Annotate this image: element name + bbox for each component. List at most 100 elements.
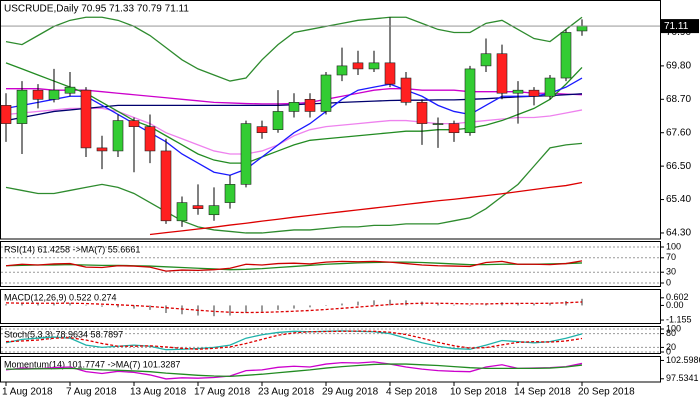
histogram-bar [213,305,215,317]
y-tick-label: 0 [666,346,671,356]
histogram-bar [309,305,311,308]
histogram-bar [181,305,183,315]
candle-body [240,123,252,185]
histogram-bar [389,299,391,306]
indicator-line [5,107,583,155]
candle-body [96,147,108,152]
histogram-bar [373,300,375,306]
candle-body [0,105,12,124]
histogram-bar [453,304,455,306]
indicator-line [149,181,583,236]
rsi-panel-frame [0,241,661,287]
panel-frames [0,0,661,383]
histogram-bar [21,303,23,306]
histogram-bar [261,305,263,312]
indicator-line [5,301,583,314]
candle-body [48,89,60,100]
candle-body [560,32,572,79]
indicator-line [5,16,583,82]
panel-title: MACD(12,26,9) 0.522 0.274 [4,292,117,302]
indicator-line [5,361,583,380]
y-tick-label: 64.30 [666,228,691,239]
candle-body [112,120,124,152]
indicator-line [5,62,583,164]
candle-body [352,62,364,70]
y-tick-label: 68.70 [666,94,691,105]
y-tick-label: 69.80 [666,61,691,72]
histogram-bar [533,303,535,306]
histogram-bar [293,305,295,309]
histogram-bar [149,305,151,310]
stoch-panel-frame [0,326,661,354]
histogram-bar [341,303,343,306]
y-tick-label: 80 [666,328,676,338]
candle-body [416,102,428,124]
histogram-bar [69,302,71,306]
candle-body [224,184,236,203]
histogram-bar [117,305,119,308]
candle-body [64,86,76,94]
histogram-bar [325,305,327,306]
histogram-bar [37,303,39,306]
histogram-bar [133,305,135,309]
x-tick-label: 17 Aug 2018 [194,387,251,398]
y-tick-label: 0.00 [666,300,684,310]
histogram-bar [357,301,359,306]
histogram-bar [229,305,231,316]
y-tick-label: 0 [666,277,671,287]
y-tick-label: 70 [666,252,676,262]
panel: -1.155 0.000.602 MACD(12,26,9) 0.522 0.274 [4,292,692,324]
candle-body [256,126,268,134]
histogram-bar [165,305,167,314]
histogram-bar [245,305,247,314]
histogram-bar [437,303,439,306]
candle-body [464,68,476,134]
indicator-line [5,330,583,351]
y-tick-label: 66.50 [666,161,691,172]
y-tick-label: 65.40 [666,194,691,205]
last-price-label: 71.11 [664,21,689,32]
x-tick-label: 20 Sep 2018 [578,387,635,398]
candle-body [176,202,188,222]
candle-body [528,89,540,97]
candle-body [336,65,348,76]
candle-body [32,89,44,100]
panel-title: USCRUDE,Daily 70.95 71.33 70.79 71.11 [4,4,189,15]
y-tick-label: 20 [666,342,676,352]
y-tick-label: 0.602 [666,292,689,302]
panel-title: Momentum(14) 101.7747 ->MA(7) 101.3287 [4,359,180,369]
x-tick-label: 1 Aug 2018 [2,387,53,398]
panel-title: RSI(14) 61.4258 ->MA(7) 55.6661 [4,244,140,254]
y-tick-label: 100 [666,323,681,333]
histogram-bar [277,305,279,310]
candle-body [192,205,204,209]
candle-body [544,77,556,97]
indicator-line [5,77,583,176]
y-tick-label: 97.5341 [666,373,699,383]
x-tick-label: 23 Aug 2018 [258,387,315,398]
y-tick-label: 100 [666,241,681,251]
panel-title: Stoch(5,3,3) 78.9634 58.7897 [4,329,123,339]
candle-body [400,77,412,103]
x-tick-label: 13 Aug 2018 [130,387,187,398]
histogram-bar [405,300,407,306]
indicator-line [6,363,583,378]
macd-panel-frame [0,289,661,324]
panel: 97.5341 102.5986 Momentum(14) 101.7747 ->M… [4,355,700,383]
candle-body [384,62,396,85]
x-tick-label: 4 Sep 2018 [386,387,438,398]
y-tick-label: 67.60 [666,127,691,138]
momentum-panel-frame [0,356,661,383]
candle-body [368,62,380,70]
candle-body [576,25,588,32]
indicator-line [5,330,583,350]
panel: 64.3065.4066.5067.6068.7069.8070.90USCRU… [0,4,699,398]
candle-body [320,74,332,112]
candle-body [432,123,444,125]
indicator-line [5,260,583,272]
x-tick-label: 29 Aug 2018 [322,387,379,398]
